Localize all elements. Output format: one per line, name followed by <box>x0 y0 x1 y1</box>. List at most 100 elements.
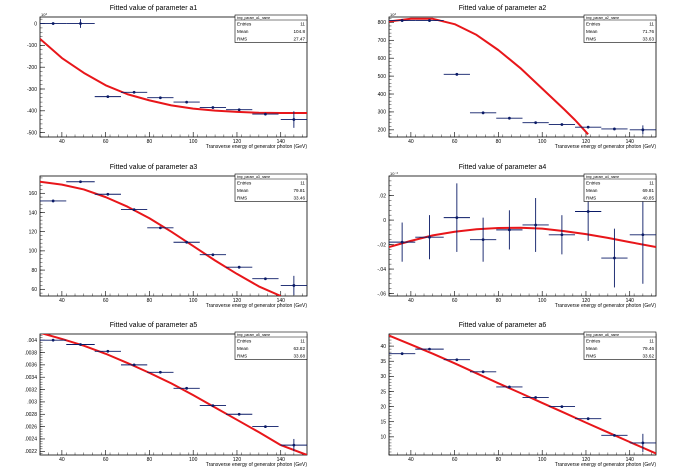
chart-6-point-3 <box>469 370 497 374</box>
chart-1-xtick-label-0: 40 <box>59 139 65 145</box>
chart-4-title: Fitted value of parameter a4 <box>459 164 547 171</box>
chart-2-point-4-marker <box>507 116 511 120</box>
chart-4-point-0 <box>389 222 416 262</box>
chart-5-ytick-label-0: .0022 <box>24 449 37 455</box>
chart-3-ytick-label-2: 100 <box>29 249 38 255</box>
chart-4-point-7-marker <box>586 210 590 213</box>
chart-2-ytick-label-3: 500 <box>378 74 387 80</box>
chart-6-point-7 <box>575 417 602 421</box>
chart-1-point-5-marker <box>185 100 189 104</box>
chart-6-ytick-label-0: 10 <box>380 435 386 441</box>
chart-4-point-5-marker <box>534 223 538 227</box>
chart-4-stats-value-entries: 11 <box>649 180 654 185</box>
chart-4-point-4-marker <box>507 228 511 232</box>
chart-6-point-8-marker <box>613 433 616 437</box>
chart-2-stats-value-entries: 11 <box>649 21 654 26</box>
chart-1-xtick-label-4: 120 <box>233 139 242 145</box>
chart-5-point-6-marker <box>211 404 215 408</box>
chart-1-ytick-label-2: -200 <box>27 65 37 71</box>
chart-3-point-9 <box>280 275 307 296</box>
chart-4-point-3-marker <box>481 238 485 242</box>
chart-4-point-1-marker <box>428 235 431 239</box>
chart-2-point-8-marker <box>613 127 616 131</box>
chart-5-point-5-marker <box>185 386 189 390</box>
chart-3-point-7 <box>226 265 253 269</box>
chart-4-point-2 <box>443 183 470 252</box>
chart-4-xtick-label-0: 40 <box>408 298 414 304</box>
chart-5-xtick-label-4: 120 <box>233 457 242 463</box>
chart-2-stats-label-rms: RMS <box>586 36 596 41</box>
chart-2-stats-label-mean: Mean <box>586 29 598 34</box>
chart-4-xtick-label-1: 60 <box>452 298 458 304</box>
chart-6-point-5-marker <box>534 396 538 399</box>
chart-4-stats-label-rms: RMS <box>586 195 596 200</box>
chart-3-point-3 <box>120 208 148 212</box>
chart-6-fit-curve <box>389 334 656 455</box>
chart-5-point-3 <box>120 363 148 367</box>
chart-5-ytick-label-2: .0026 <box>24 424 37 430</box>
chart-6-ytick-label-6: 40 <box>380 344 386 350</box>
chart-2-ytick-label-2: 400 <box>378 92 387 98</box>
chart-5-point-4-marker <box>158 370 162 374</box>
chart-1-xlabel: Transverse energy of generator photon (G… <box>206 144 308 150</box>
chart-3: Fitted value of parameter a3 60 80 100 120 14… <box>29 164 308 309</box>
chart-2-exponent: 10³ <box>390 12 396 17</box>
chart-1-point-7 <box>226 108 253 112</box>
chart-5-stats-label-rms: RMS <box>237 353 247 358</box>
chart-4-stats-label-entries: Entries <box>586 180 601 185</box>
chart-5: Fitted value of parameter a5 .0022 .0024 .0… <box>24 322 308 468</box>
chart-1-stats-label-rms: RMS <box>237 36 247 41</box>
chart-5-ytick-label-6: .0034 <box>24 375 37 381</box>
chart-4-xtick-label-4: 120 <box>582 298 591 304</box>
chart-1-point-4-marker <box>158 96 162 100</box>
chart-4-point-8 <box>601 228 628 288</box>
chart-1-xtick-label-5: 140 <box>277 139 286 145</box>
chart-1-stats-value-mean: 104.8 <box>294 29 306 34</box>
chart-6-point-1 <box>415 347 444 351</box>
chart-6-ytick-label-4: 30 <box>380 374 386 380</box>
chart-5-point-2 <box>94 349 121 353</box>
chart-6-point-9-marker <box>641 441 645 445</box>
chart-2: Fitted value of parameter a2 200 300 400 500… <box>378 5 657 150</box>
chart-3-frame <box>39 175 308 297</box>
chart-1-title: Fitted value of parameter a1 <box>110 5 198 12</box>
chart-1: Fitted value of parameter a1 0 -100 -200 -30… <box>27 5 308 150</box>
chart-6-point-1-marker <box>428 347 431 351</box>
chart-6-plot-area <box>389 334 656 455</box>
chart-1-plot-area <box>40 19 307 128</box>
chart-1-stats-frame <box>234 14 308 43</box>
chart-2-point-7-marker <box>586 125 590 129</box>
chart-6-stats-label-rms: RMS <box>586 353 596 358</box>
chart-5-point-0-marker <box>51 338 55 342</box>
chart-4-point-8-marker <box>613 256 616 260</box>
chart-1-point-2 <box>94 95 121 99</box>
chart-4-frame <box>388 175 657 297</box>
chart-5-point-7 <box>226 412 253 416</box>
chart-6-xtick-label-1: 60 <box>452 457 458 463</box>
chart-1-ytick-label-3: -300 <box>27 87 37 93</box>
chart-5-xtick-label-1: 60 <box>103 457 109 463</box>
chart-3-point-1-marker <box>79 180 82 184</box>
chart-2-point-4 <box>496 116 523 120</box>
chart-3-ytick-label-5: 160 <box>29 191 38 197</box>
chart-3-ytick-label-4: 140 <box>29 210 38 216</box>
chart-5-plot-area <box>40 334 307 455</box>
chart-6-title: Fitted value of parameter a6 <box>459 322 547 329</box>
chart-4-point-6 <box>548 215 576 255</box>
chart-5-point-1 <box>66 343 95 346</box>
chart-2-xtick-label-0: 40 <box>408 139 414 145</box>
chart-2-stats-frame <box>583 14 657 43</box>
chart-3-point-4-marker <box>158 226 162 230</box>
chart-1-stats-label-entries: Entries <box>237 21 252 26</box>
chart-1-exponent: 10³ <box>41 12 47 17</box>
chart-3-point-0-marker <box>51 199 55 203</box>
chart-1-stats-value-rms: 27.47 <box>294 36 306 41</box>
chart-1-point-9-marker <box>292 118 296 121</box>
chart-5-stats-frame <box>234 331 308 360</box>
chart-6-stats-label-mean: Mean <box>586 346 598 351</box>
chart-2-ytick-label-6: 800 <box>378 20 387 26</box>
chart-4-xtick-label-5: 140 <box>626 298 635 304</box>
chart-5-point-5 <box>173 386 200 390</box>
chart-2-stats-label-entries: Entries <box>586 21 601 26</box>
chart-6-ytick-label-5: 35 <box>380 359 386 365</box>
